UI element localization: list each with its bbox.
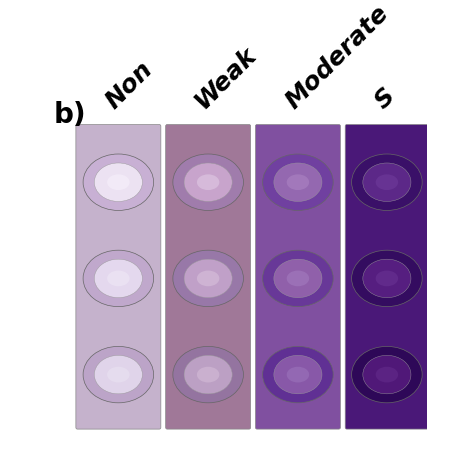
Text: b): b)	[54, 101, 86, 129]
Ellipse shape	[363, 163, 411, 201]
Ellipse shape	[107, 271, 129, 286]
Ellipse shape	[287, 367, 309, 383]
Ellipse shape	[376, 367, 398, 383]
Ellipse shape	[197, 174, 219, 190]
Ellipse shape	[107, 367, 129, 383]
Ellipse shape	[274, 259, 322, 298]
Text: S: S	[370, 83, 400, 113]
Ellipse shape	[263, 250, 333, 307]
Ellipse shape	[184, 163, 232, 201]
Ellipse shape	[94, 163, 142, 201]
Ellipse shape	[94, 356, 142, 394]
FancyBboxPatch shape	[345, 125, 428, 429]
Ellipse shape	[107, 174, 129, 190]
Ellipse shape	[83, 346, 154, 403]
Ellipse shape	[263, 154, 333, 210]
Ellipse shape	[184, 259, 232, 298]
Ellipse shape	[173, 346, 244, 403]
Text: Moderate: Moderate	[281, 1, 393, 113]
Ellipse shape	[363, 259, 411, 298]
FancyBboxPatch shape	[76, 125, 161, 429]
Ellipse shape	[274, 163, 322, 201]
Text: Non: Non	[100, 57, 157, 113]
Ellipse shape	[83, 250, 154, 307]
Ellipse shape	[83, 154, 154, 210]
Ellipse shape	[184, 356, 232, 394]
Ellipse shape	[173, 250, 244, 307]
Ellipse shape	[363, 356, 411, 394]
Ellipse shape	[352, 250, 422, 307]
FancyBboxPatch shape	[165, 125, 251, 429]
FancyBboxPatch shape	[255, 125, 340, 429]
Ellipse shape	[352, 154, 422, 210]
Ellipse shape	[352, 346, 422, 403]
Ellipse shape	[274, 356, 322, 394]
Ellipse shape	[287, 271, 309, 286]
Ellipse shape	[94, 259, 142, 298]
Text: Weak: Weak	[191, 42, 262, 113]
Ellipse shape	[197, 367, 219, 383]
Ellipse shape	[173, 154, 244, 210]
Ellipse shape	[376, 271, 398, 286]
Ellipse shape	[287, 174, 309, 190]
Ellipse shape	[376, 174, 398, 190]
Ellipse shape	[263, 346, 333, 403]
Ellipse shape	[197, 271, 219, 286]
